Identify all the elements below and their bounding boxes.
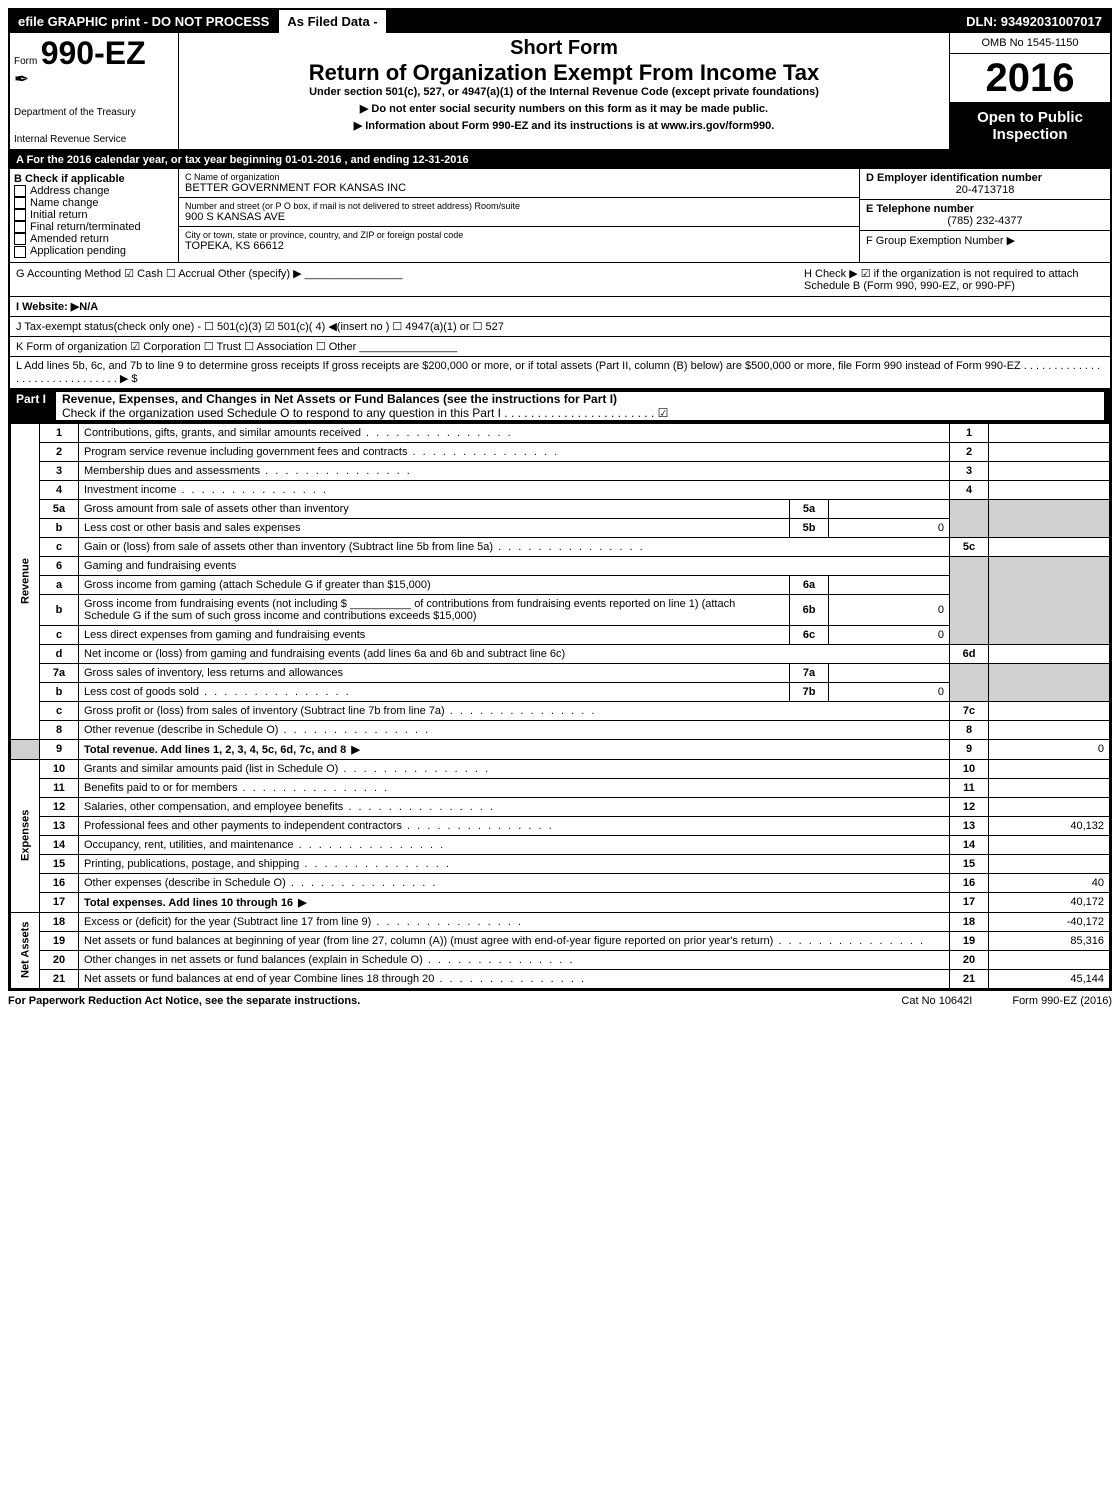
header-row: Form 990-EZ ✒ Department of the Treasury…: [10, 33, 1110, 151]
top-strip: efile GRAPHIC print - DO NOT PROCESS As …: [10, 10, 1110, 33]
section-BCD: B Check if applicable Address change Nam…: [10, 169, 1110, 263]
form-container: efile GRAPHIC print - DO NOT PROCESS As …: [8, 8, 1112, 991]
line-a: A For the 2016 calendar year, or tax yea…: [10, 151, 1110, 169]
tax-year: 2016: [950, 54, 1110, 103]
e-label: E Telephone number: [866, 203, 1104, 215]
chk-amended[interactable]: Amended return: [14, 233, 174, 245]
row-l-gross: L Add lines 5b, 6c, and 7b to line 9 to …: [10, 357, 1110, 389]
chk-final[interactable]: Final return/terminated: [14, 221, 174, 233]
part-1-num: Part I: [16, 392, 56, 420]
part-1-table: Revenue 1 Contributions, gifts, grants, …: [10, 423, 1110, 989]
row-j-status: J Tax-exempt status(check only one) - ☐ …: [10, 317, 1110, 337]
addr-label: Number and street (or P O box, if mail i…: [185, 201, 853, 211]
ein-val: 20-4713718: [866, 184, 1104, 196]
d-label: D Employer identification number: [866, 172, 1104, 184]
header-left: Form 990-EZ ✒ Department of the Treasury…: [10, 33, 179, 149]
section-b-title: B Check if applicable: [14, 173, 174, 185]
side-revenue: Revenue: [11, 423, 40, 739]
city-val: TOPEKA, KS 66612: [185, 240, 853, 252]
phone-val: (785) 232-4377: [866, 215, 1104, 227]
chk-address[interactable]: Address change: [14, 185, 174, 197]
section-c: C Name of organization BETTER GOVERNMENT…: [179, 169, 860, 262]
side-net-assets: Net Assets: [11, 912, 40, 988]
footer-paperwork: For Paperwork Reduction Act Notice, see …: [8, 995, 861, 1007]
omb-number: OMB No 1545-1150: [950, 33, 1110, 54]
section-d: D Employer identification number 20-4713…: [860, 169, 1110, 262]
top-strip-dln: DLN: 93492031007017: [958, 10, 1110, 33]
form-number: 990-EZ: [41, 35, 146, 71]
row-g-h: G Accounting Method ☑ Cash ☐ Accrual Oth…: [10, 263, 1110, 297]
addr-val: 900 S KANSAS AVE: [185, 211, 853, 223]
open-public-badge: Open to Public Inspection: [950, 103, 1110, 149]
footer-form-id: Form 990-EZ (2016): [1012, 995, 1112, 1007]
org-name: BETTER GOVERNMENT FOR KANSAS INC: [185, 182, 853, 194]
header-sub3: ▶ Information about Form 990-EZ and its …: [187, 119, 941, 132]
part-1-title: Revenue, Expenses, and Changes in Net As…: [56, 392, 1104, 420]
chk-pending[interactable]: Application pending: [14, 245, 174, 257]
section-b: B Check if applicable Address change Nam…: [10, 169, 179, 262]
f-label: F Group Exemption Number ▶: [866, 234, 1104, 247]
city-label: City or town, state or province, country…: [185, 230, 853, 240]
part-1-header: Part I Revenue, Expenses, and Changes in…: [10, 389, 1110, 423]
top-strip-left: efile GRAPHIC print - DO NOT PROCESS: [10, 10, 277, 33]
row-i-website: I Website: ▶N/A: [10, 297, 1110, 317]
short-form-label: Short Form: [187, 37, 941, 60]
schedule-b-check: H Check ▶ ☑ if the organization is not r…: [804, 267, 1104, 292]
dept-irs: Internal Revenue Service: [14, 134, 174, 145]
form-prefix: Form: [14, 56, 37, 67]
chk-initial[interactable]: Initial return: [14, 209, 174, 221]
header-sub2: ▶ Do not enter social security numbers o…: [187, 102, 941, 115]
dept-treasury: Department of the Treasury: [14, 107, 174, 118]
open-public-line2: Inspection: [956, 126, 1104, 143]
open-public-line1: Open to Public: [956, 109, 1104, 126]
main-title: Return of Organization Exempt From Incom…: [187, 60, 941, 86]
footer: For Paperwork Reduction Act Notice, see …: [8, 991, 1112, 1011]
c-label: C Name of organization: [185, 172, 853, 182]
side-expenses: Expenses: [11, 759, 40, 912]
footer-catno: Cat No 10642I: [861, 995, 1012, 1007]
header-right: OMB No 1545-1150 2016 Open to Public Ins…: [949, 33, 1110, 149]
header-sub: Under section 501(c), 527, or 4947(a)(1)…: [187, 86, 941, 98]
top-strip-mid: As Filed Data -: [277, 10, 387, 33]
chk-name[interactable]: Name change: [14, 197, 174, 209]
accounting-method: G Accounting Method ☑ Cash ☐ Accrual Oth…: [16, 267, 804, 292]
header-center: Short Form Return of Organization Exempt…: [179, 33, 949, 149]
row-k-org: K Form of organization ☑ Corporation ☐ T…: [10, 337, 1110, 357]
